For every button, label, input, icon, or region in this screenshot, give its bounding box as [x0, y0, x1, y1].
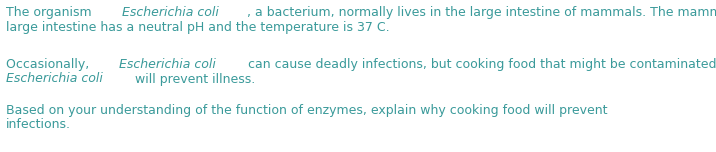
- Text: infections.: infections.: [6, 119, 71, 131]
- Text: large intestine has a neutral pH and the temperature is 37 C.: large intestine has a neutral pH and the…: [6, 21, 390, 33]
- Text: can cause deadly infections, but cooking food that might be contaminated with: can cause deadly infections, but cooking…: [243, 58, 716, 71]
- Text: Escherichia coli: Escherichia coli: [119, 58, 216, 71]
- Text: The organism: The organism: [6, 6, 96, 19]
- Text: Occasionally,: Occasionally,: [6, 58, 93, 71]
- Text: Escherichia coli: Escherichia coli: [6, 73, 103, 85]
- Text: , a bacterium, normally lives in the large intestine of mammals. The mammalian: , a bacterium, normally lives in the lar…: [246, 6, 716, 19]
- Text: will prevent illness.: will prevent illness.: [131, 73, 255, 85]
- Text: Escherichia coli: Escherichia coli: [122, 6, 218, 19]
- Text: Based on your understanding of the function of enzymes, explain why cooking food: Based on your understanding of the funct…: [6, 104, 611, 117]
